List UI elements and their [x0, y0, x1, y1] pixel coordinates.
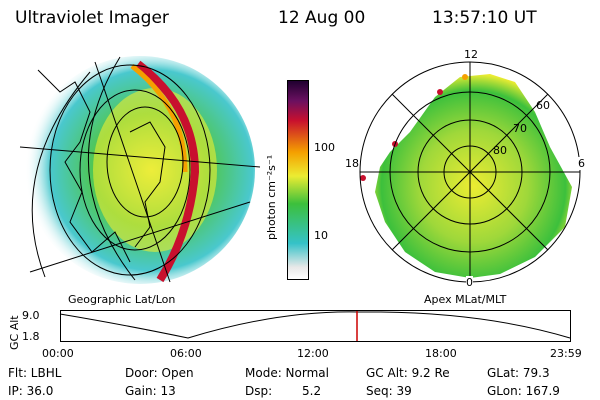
geographic-image	[19, 56, 261, 284]
mlt-label-12: 12	[464, 48, 478, 61]
altitude-xtick-1800: 18:00	[425, 347, 457, 360]
altitude-ytick-max: 9.0	[22, 309, 40, 322]
lat-ring-70: 70	[513, 122, 527, 135]
glat-info: GLat: 79.3	[487, 366, 550, 380]
seq-info: Seq: 39	[366, 384, 412, 398]
altitude-xtick-2359: 23:59	[550, 347, 582, 360]
time-label: 13:57:10 UT	[432, 8, 537, 28]
instrument-title: Ultraviolet Imager	[15, 8, 169, 28]
colorbar	[287, 80, 309, 280]
mlt-label-0: 0	[466, 276, 473, 289]
left-caption: Geographic Lat/Lon	[68, 293, 176, 306]
altitude-xtick-0000: 00:00	[42, 347, 74, 360]
altitude-xtick-1200: 12:00	[297, 347, 329, 360]
ip-info: IP: 36.0	[8, 384, 54, 398]
dsp-value: 5.2	[302, 384, 322, 398]
colorbar-unit-label: photon cm⁻²s⁻¹	[265, 154, 278, 240]
polar-mlat-mlt-plot	[359, 61, 581, 283]
mlt-label-18: 18	[345, 157, 359, 170]
gain-info: Gain: 13	[125, 384, 176, 398]
door-info: Door: Open	[125, 366, 194, 380]
date-label: 12 Aug 00	[278, 8, 366, 28]
filter-info: Flt: LBHL	[8, 366, 62, 380]
lat-ring-80: 80	[493, 144, 507, 157]
right-caption: Apex MLat/MLT	[424, 293, 507, 306]
glon-info: GLon: 167.9	[487, 384, 560, 398]
mode-info: Mode: Normal	[245, 366, 329, 380]
mlt-label-6: 6	[578, 157, 585, 170]
altitude-strip-plot	[59, 310, 571, 342]
altitude-ytick-min: 1.8	[22, 330, 40, 343]
dsp-label: Dsp:	[245, 384, 273, 398]
altitude-ylabel: GC Alt	[8, 315, 21, 350]
altitude-xtick-0600: 06:00	[170, 347, 202, 360]
colorbar-tick-10: 10	[314, 229, 328, 242]
colorbar-tick-100: 100	[314, 141, 335, 154]
lat-ring-60: 60	[536, 99, 550, 112]
gc-alt-info: GC Alt: 9.2 Re	[366, 366, 450, 380]
